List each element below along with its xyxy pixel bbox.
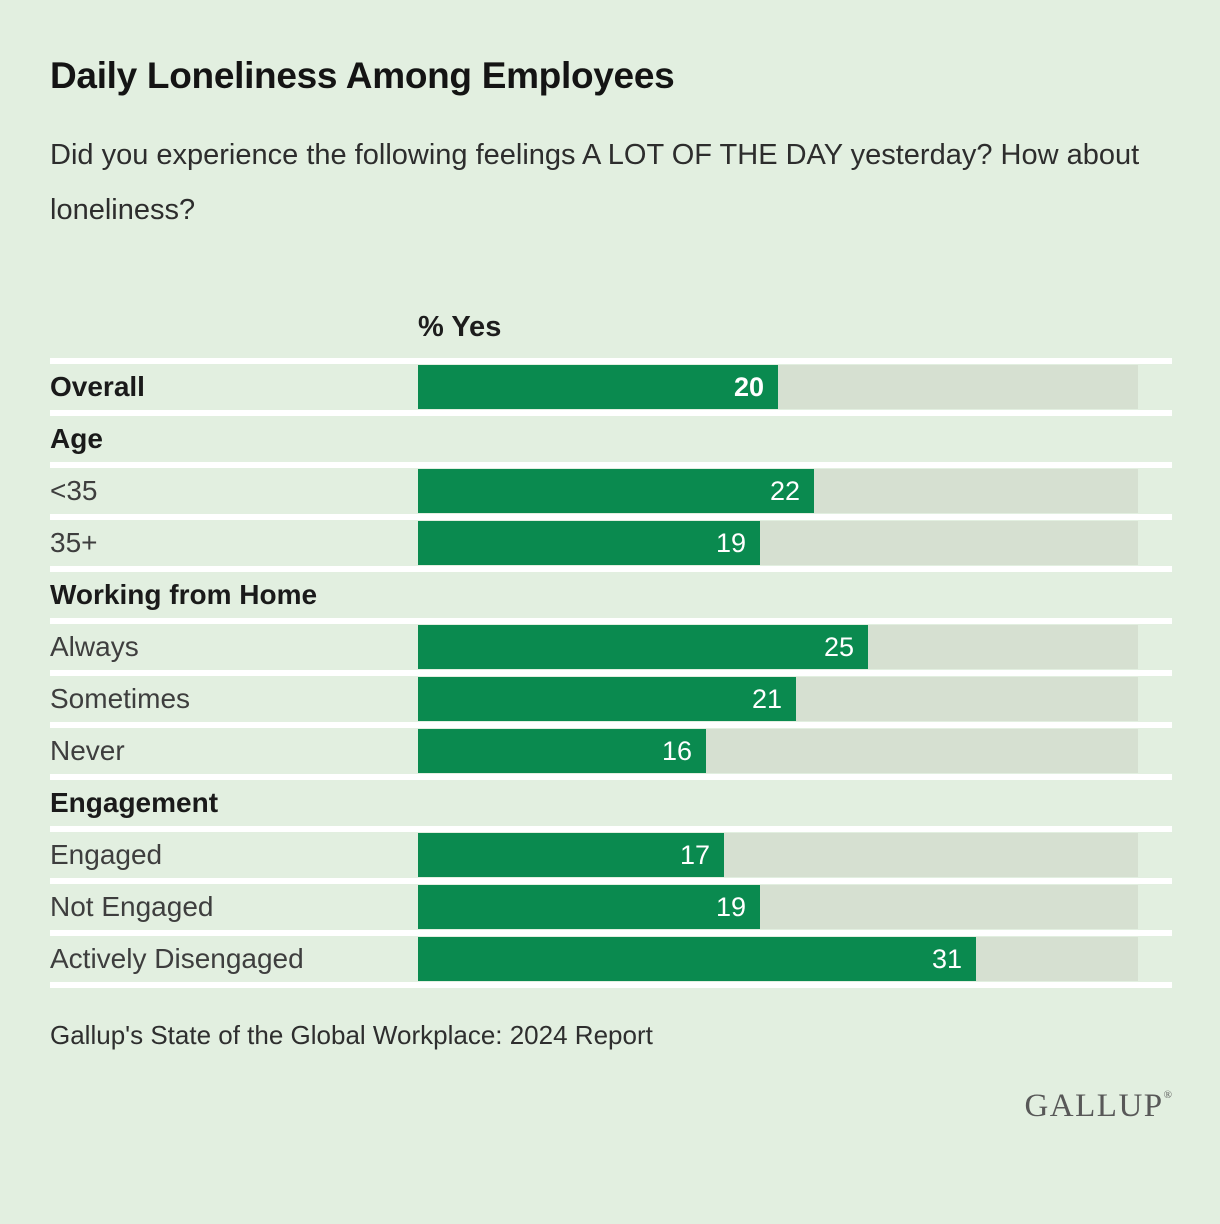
bar-track: 25	[418, 625, 1138, 669]
bar-track: 16	[418, 729, 1138, 773]
bar-value-label: 20	[733, 371, 764, 402]
section-label: Working from Home	[50, 579, 318, 610]
bar-track: 21	[418, 677, 1138, 721]
section-label: Engagement	[50, 787, 219, 818]
bar-row: Overall 20	[50, 358, 1172, 410]
source-note: Gallup's State of the Global Workplace: …	[50, 1020, 653, 1050]
value-axis-label: % Yes	[418, 311, 502, 343]
category-label: Actively Disengaged	[50, 943, 304, 974]
section-header-row: Working from Home	[50, 566, 1172, 618]
bar-row: Actively Disengaged 31	[50, 930, 1172, 982]
bar-track: 19	[418, 521, 1138, 565]
bar: 21	[418, 677, 796, 721]
bar-value-label: 31	[931, 943, 962, 974]
section-header-row: Age	[50, 410, 1172, 462]
category-label: Overall	[50, 371, 145, 402]
bar-row: Not Engaged 19	[50, 878, 1172, 930]
bar-row: Always 25	[50, 618, 1172, 670]
bar-track: 17	[418, 833, 1138, 877]
bar-value-label: 16	[661, 735, 692, 766]
registered-trademark-mark: ®	[1163, 1089, 1172, 1101]
category-label: Engaged	[50, 839, 163, 870]
gallup-logo: GALLUP®	[1024, 1078, 1172, 1123]
gallup-wordmark: GALLUP	[1024, 1088, 1164, 1124]
section-label: Age	[50, 423, 103, 454]
bar-value-label: 21	[751, 683, 782, 714]
bar-value-label: 25	[823, 631, 854, 662]
bar-row: Sometimes 21	[50, 670, 1172, 722]
bar-chart: Overall 20 Age <35 22 35+ 19 Working from Home A…	[50, 358, 1172, 988]
bar-track: 22	[418, 469, 1138, 513]
category-label: <35	[50, 475, 98, 506]
bar: 20	[418, 365, 778, 409]
bar: 19	[418, 885, 760, 929]
bar-value-label: 19	[715, 891, 746, 922]
bar: 19	[418, 521, 760, 565]
bar-row: Never 16	[50, 722, 1172, 774]
category-label: Not Engaged	[50, 891, 214, 922]
bar-value-label: 17	[679, 839, 710, 870]
category-label: Sometimes	[50, 683, 191, 714]
bar-row: Engaged 17	[50, 826, 1172, 878]
bar-row: 35+ 19	[50, 514, 1172, 566]
logo-row: GALLUP®	[50, 1078, 1172, 1123]
bar-track: 20	[418, 365, 1138, 409]
category-label: 35+	[50, 527, 98, 558]
bar-value-label: 19	[715, 527, 746, 558]
chart-subtitle: Did you experience the following feeling…	[50, 139, 1140, 226]
category-label: Always	[50, 631, 139, 662]
chart-card: Daily Loneliness Among Employees Did you…	[0, 56, 1220, 1123]
bar-track: 31	[418, 937, 1138, 981]
bar-value-label: 22	[769, 475, 800, 506]
bar: 31	[418, 937, 976, 981]
category-label: Never	[50, 735, 125, 766]
chart-title: Daily Loneliness Among Employees	[50, 55, 675, 96]
bar: 17	[418, 833, 724, 877]
section-header-row: Engagement	[50, 774, 1172, 826]
bar: 25	[418, 625, 868, 669]
bar-track: 19	[418, 885, 1138, 929]
bar: 22	[418, 469, 814, 513]
bar: 16	[418, 729, 706, 773]
bar-row: <35 22	[50, 462, 1172, 514]
